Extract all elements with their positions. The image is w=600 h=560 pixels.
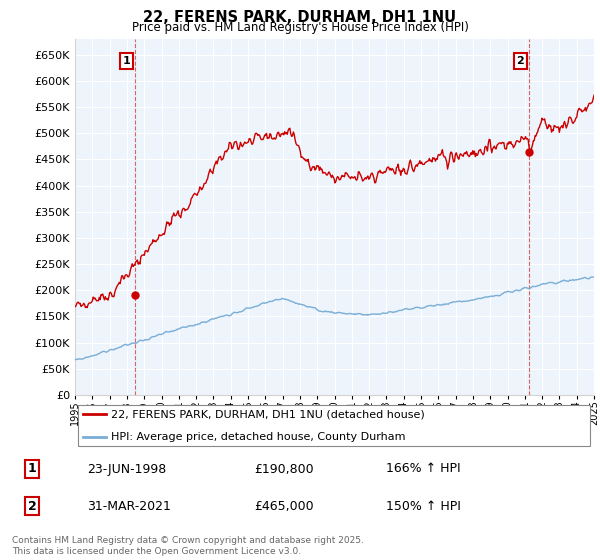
Text: 23-JUN-1998: 23-JUN-1998 <box>87 463 166 475</box>
Text: £190,800: £190,800 <box>254 463 314 475</box>
Text: 1: 1 <box>122 56 130 66</box>
Text: £465,000: £465,000 <box>254 500 314 512</box>
Text: 1: 1 <box>28 463 37 475</box>
Text: 2: 2 <box>28 500 37 512</box>
Text: 31-MAR-2021: 31-MAR-2021 <box>87 500 171 512</box>
Text: 22, FERENS PARK, DURHAM, DH1 1NU: 22, FERENS PARK, DURHAM, DH1 1NU <box>143 10 457 25</box>
Text: HPI: Average price, detached house, County Durham: HPI: Average price, detached house, Coun… <box>112 432 406 442</box>
Text: Contains HM Land Registry data © Crown copyright and database right 2025.
This d: Contains HM Land Registry data © Crown c… <box>12 536 364 556</box>
Text: 150% ↑ HPI: 150% ↑ HPI <box>386 500 461 512</box>
Text: Price paid vs. HM Land Registry's House Price Index (HPI): Price paid vs. HM Land Registry's House … <box>131 21 469 34</box>
Text: 2: 2 <box>517 56 524 66</box>
FancyBboxPatch shape <box>77 405 590 446</box>
Text: 166% ↑ HPI: 166% ↑ HPI <box>386 463 461 475</box>
Text: 22, FERENS PARK, DURHAM, DH1 1NU (detached house): 22, FERENS PARK, DURHAM, DH1 1NU (detach… <box>112 409 425 419</box>
